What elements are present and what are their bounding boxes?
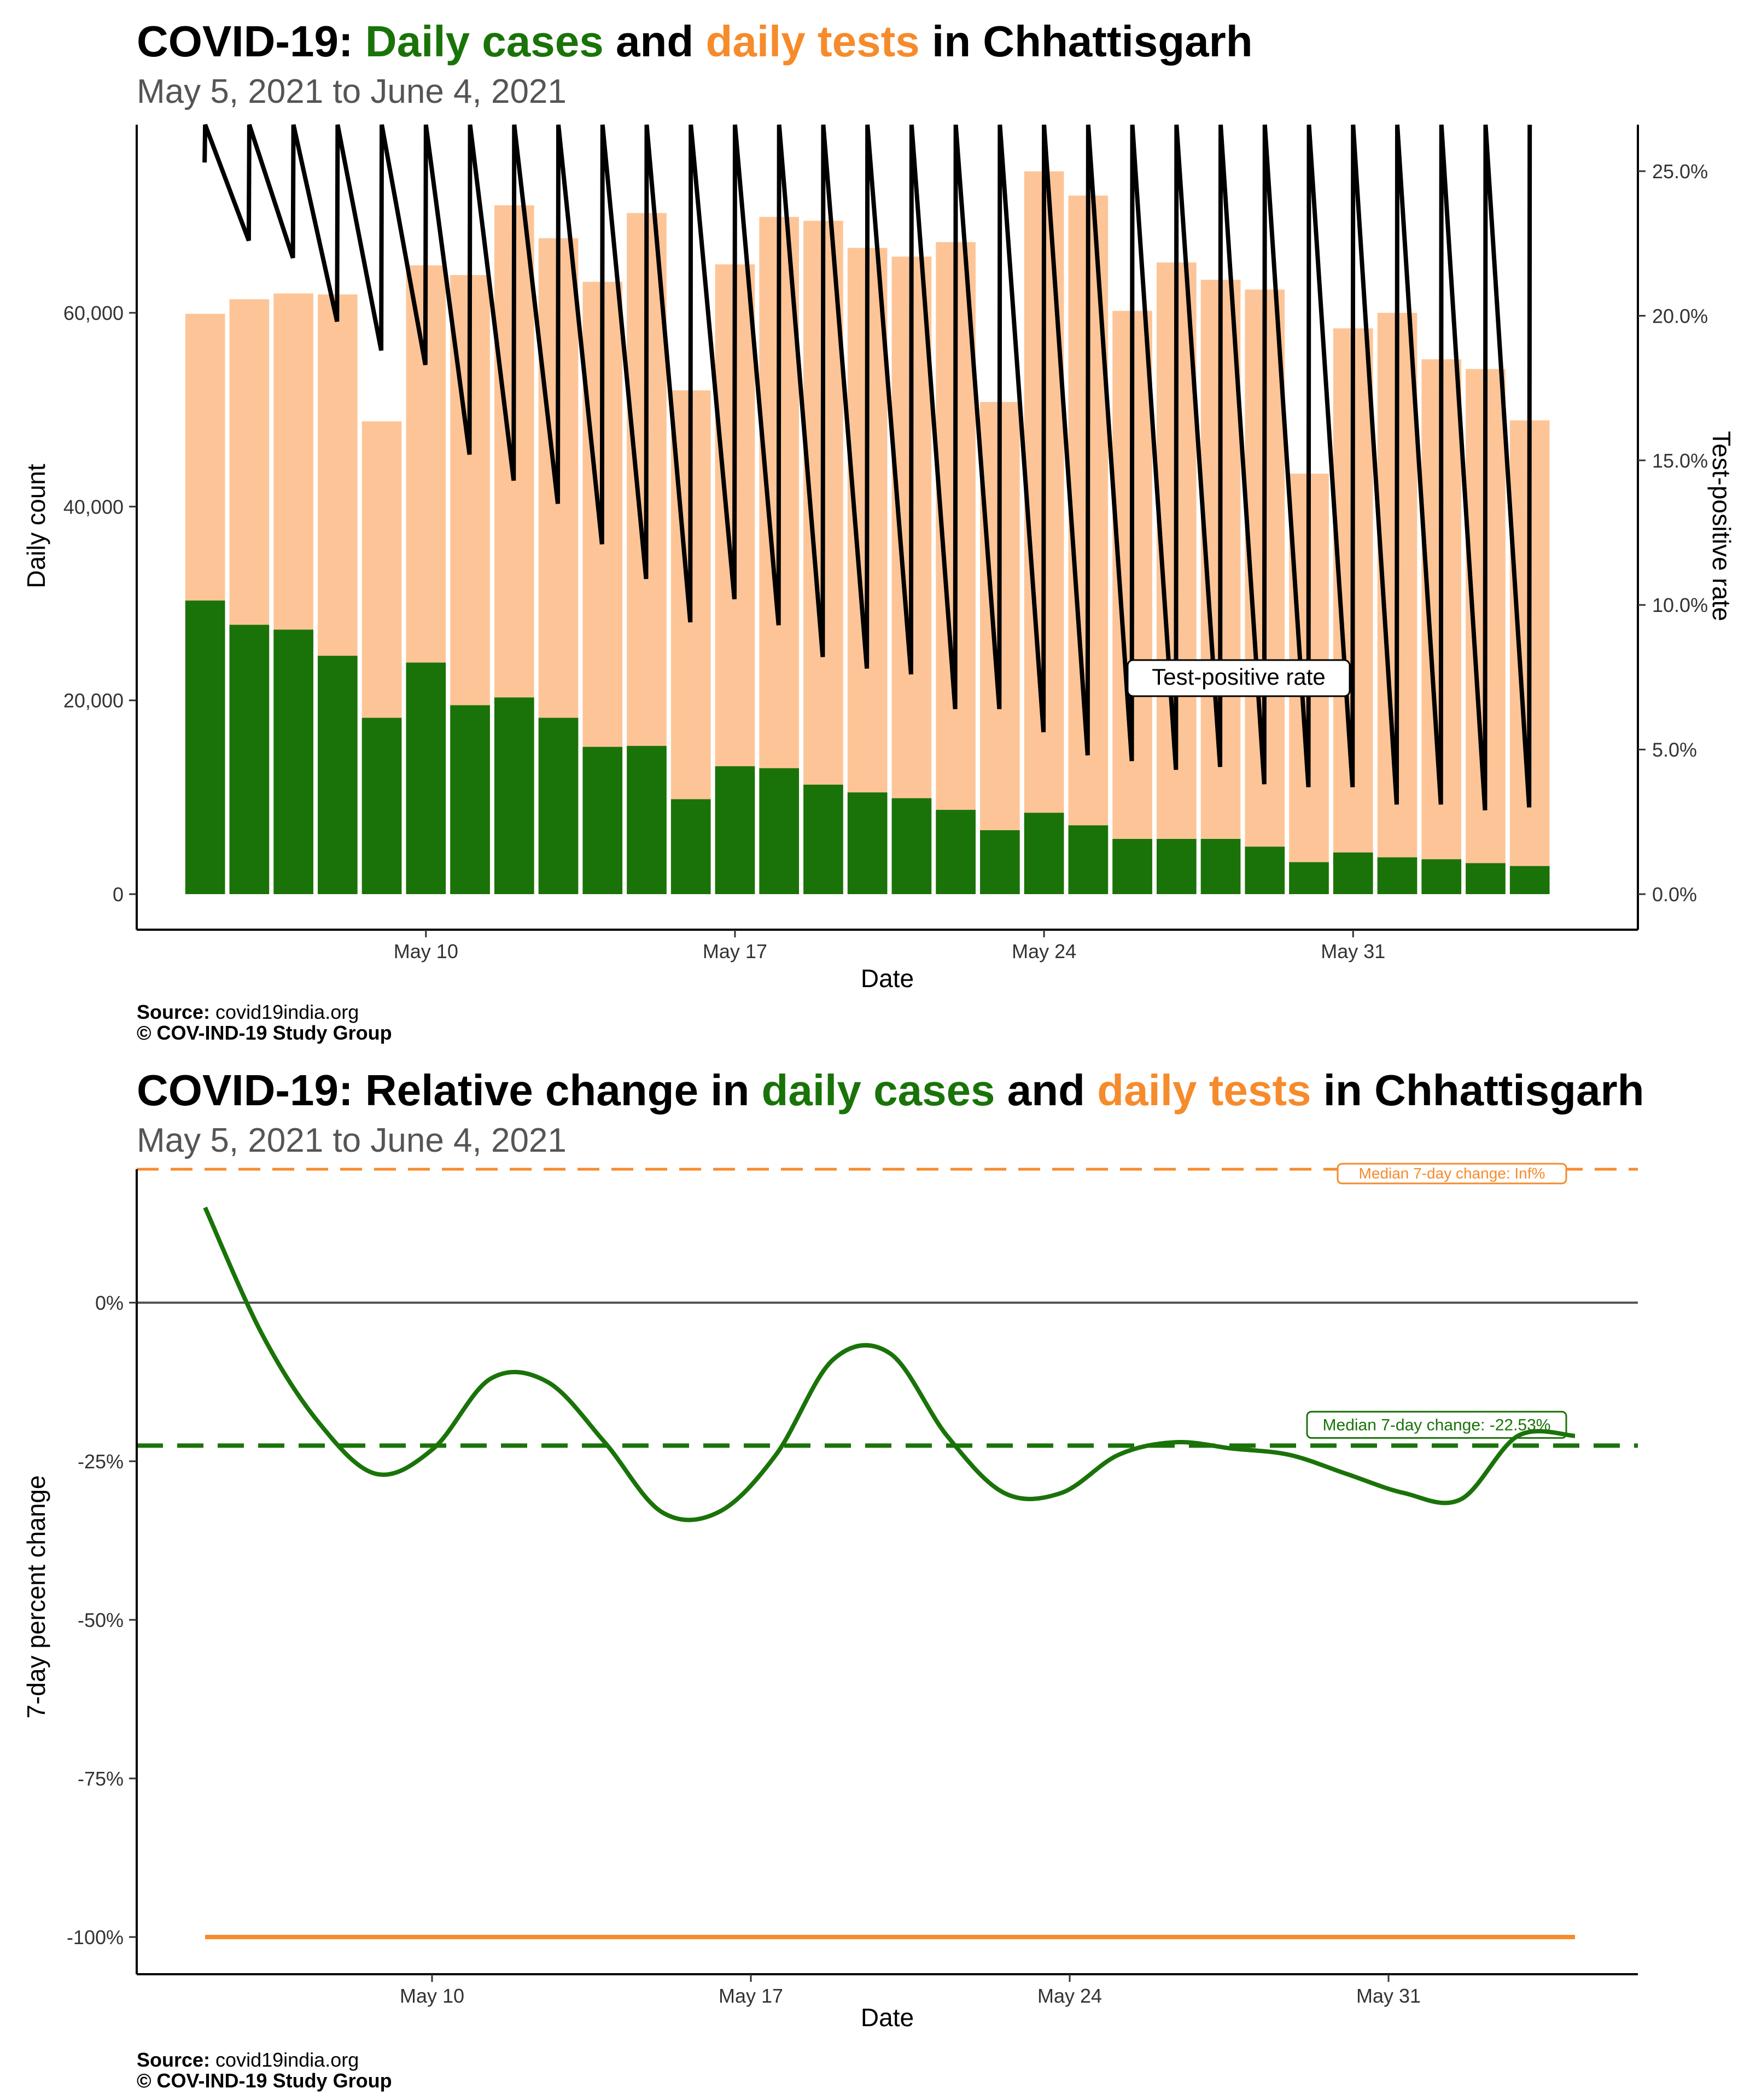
cases-bar [936,809,976,894]
tpr-line [202,124,1532,810]
cases-bar [759,768,800,894]
x-axis-title: Date [861,964,914,993]
cases-bar [1466,863,1506,894]
source-label: Source: [137,1001,211,1023]
daily-chart: 0 20,000 40,000 60,000 0.0% 5.0% 10.0% 15.0% 20.… [22,124,1736,993]
x-tick-label: May 17 [719,1985,783,2007]
x-tick-label: May 31 [1321,940,1385,962]
cases-bar [1245,847,1285,894]
title-tests: daily tests [1097,1066,1311,1115]
x-axis-title: Date [861,2003,914,2032]
y-tick-label: 0 [113,883,124,906]
cases-bar [803,784,843,894]
cases-bar [891,798,932,894]
source-text: covid19india.org [210,1001,359,1023]
tests-median-label: Median 7-day change: Inf% [1359,1165,1545,1182]
panel1-title: COVID-19: Daily cases and daily tests in… [137,16,1253,67]
cases-bar [185,600,225,894]
cases-change-line [203,1206,1576,1522]
cases-bar [450,705,490,894]
relative-change-panel: COVID-19: Relative change in daily cases… [0,1039,1750,2100]
y2-tick-label: 15.0% [1652,450,1708,472]
cases-bar [229,625,270,894]
y2-tick-label: 25.0% [1652,160,1708,183]
source-text: covid19india.org [210,2049,359,2071]
cases-bar [1509,866,1550,894]
title-suffix: in Chhattisgarh [1311,1066,1644,1115]
cases-bar [1156,839,1197,894]
panel2-subtitle: May 5, 2021 to June 4, 2021 [137,1122,567,1159]
panel2-title: COVID-19: Relative change in daily cases… [137,1065,1644,1116]
tpr-annotation-box [1127,659,1351,697]
cases-bar [1333,852,1373,894]
title-mid: and [995,1066,1098,1115]
y2-tick-label: 5.0% [1652,739,1697,761]
daily-cases-tests-panel: COVID-19: Daily cases and daily tests in… [0,0,1750,1043]
title-prefix: COVID-19: Relative change in [137,1066,762,1115]
copyright-text: © COV-IND-19 Study Group [137,1022,392,1044]
panel2-caption: Source: covid19india.org © COV-IND-19 St… [137,2050,392,2091]
cases-bar [670,799,711,894]
cases-bar [538,718,579,894]
cases-bar [847,792,888,894]
y-tick-label: -75% [78,1768,124,1790]
y-tick-label: 40,000 [63,495,124,518]
y2-tick-label: 10.0% [1652,594,1708,616]
cases-bar [273,629,313,894]
cases-bar [1068,825,1109,894]
cases-bar [494,697,534,894]
y2-axis-title: Test-positive rate [1707,431,1736,621]
cases-bar [627,745,667,894]
y-axis-title: Daily count [22,464,50,588]
x-tick-label: May 24 [1037,1985,1102,2007]
tests-median-box [1337,1163,1567,1185]
y-tick-label: 60,000 [63,302,124,324]
relative-change-chart: Median 7-day change: Inf% Median 7-day ch… [22,1163,1638,2032]
y-axis-title: 7-day percent change [22,1475,50,1719]
title-tests: daily tests [705,17,920,66]
cases-bar [1112,839,1152,894]
title-cases: daily cases [761,1066,995,1115]
panel1-subtitle: May 5, 2021 to June 4, 2021 [137,73,567,110]
panel1-caption: Source: covid19india.org © COV-IND-19 St… [137,1002,392,1043]
cases-bar [715,766,755,894]
cases-bar [1024,813,1064,894]
title-prefix: COVID-19: [137,17,365,66]
cases-bar [318,656,358,894]
cases-bar [361,718,402,894]
cases-bar [582,746,623,894]
cases-median-box [1306,1410,1567,1439]
tpr-annotation-label: Test-positive rate [1152,664,1325,690]
y-tick-label: -100% [67,1926,124,1949]
cases-bar [1289,862,1329,894]
x-tick-label: May 10 [400,1985,464,2007]
cases-bar [1200,839,1241,894]
copyright-text: © COV-IND-19 Study Group [137,2069,392,2092]
y-tick-label: 20,000 [63,690,124,712]
y-tick-label: 0% [95,1292,124,1314]
cases-bar [980,830,1020,894]
title-mid: and [603,17,706,66]
y-tick-label: -25% [78,1450,124,1473]
y2-tick-label: 0.0% [1652,883,1697,906]
cases-bar [406,662,446,894]
y2-tick-label: 20.0% [1652,305,1708,327]
x-tick-label: May 17 [703,940,767,962]
cases-bar [1377,857,1418,894]
x-tick-label: May 24 [1012,940,1076,962]
cases-median-label: Median 7-day change: -22.53% [1323,1416,1551,1434]
y-tick-label: -50% [78,1609,124,1631]
title-cases: Daily cases [365,17,604,66]
x-tick-label: May 10 [394,940,458,962]
title-suffix: in Chhattisgarh [919,17,1253,66]
source-label: Source: [137,2049,211,2071]
x-tick-label: May 31 [1356,1985,1421,2007]
cases-bar [1421,859,1462,894]
